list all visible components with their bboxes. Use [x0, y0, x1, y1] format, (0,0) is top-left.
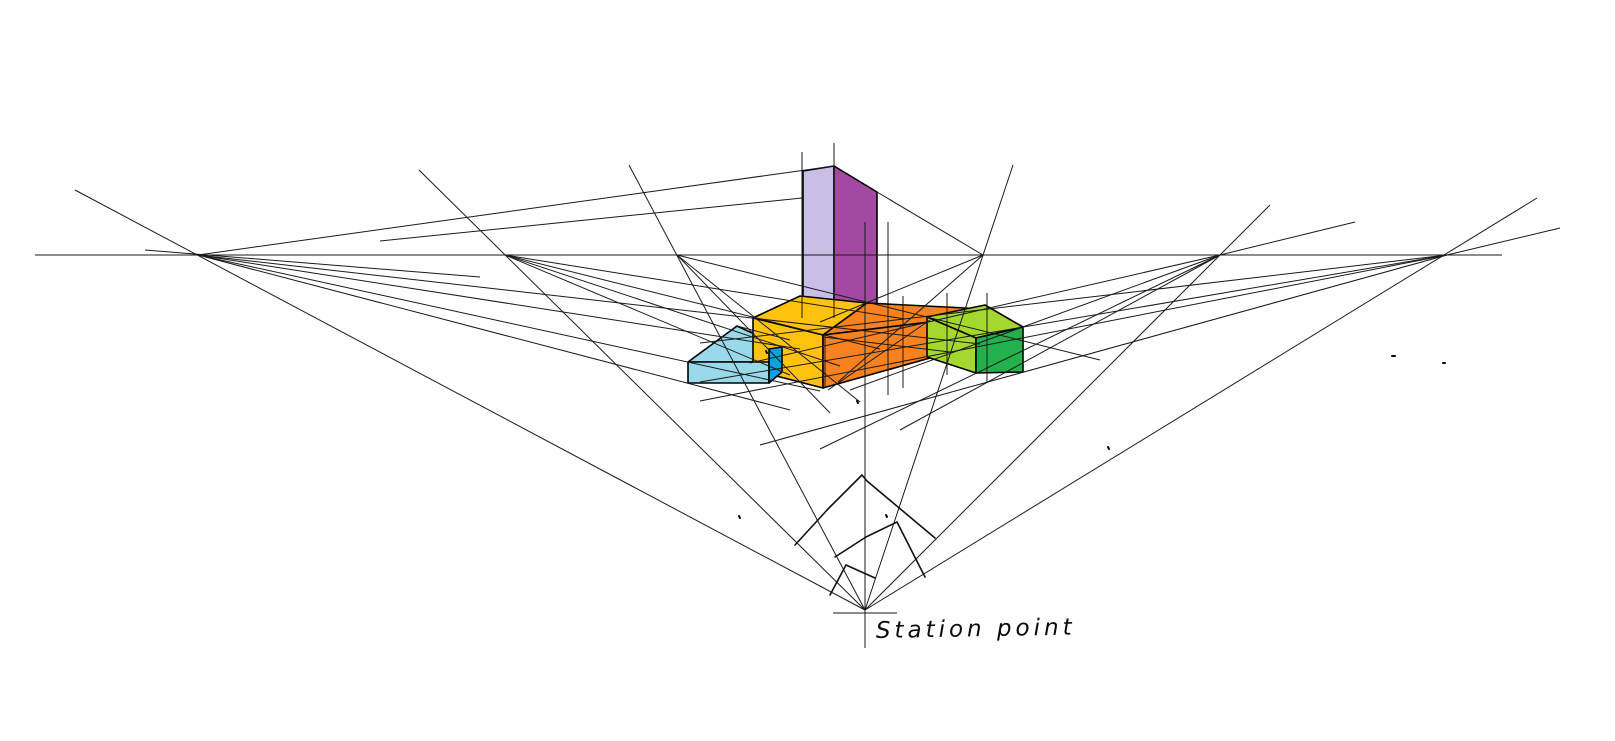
speck: [1107, 446, 1110, 450]
fan-line: [197, 254, 981, 345]
station-ray-vp3: [628, 164, 866, 611]
fan-line: [676, 254, 1101, 361]
fan-line: [699, 254, 1448, 344]
fan-line: [1446, 227, 1561, 256]
fan-line: [819, 254, 984, 323]
stray-marks: [738, 350, 1446, 519]
fan-line: [899, 254, 1221, 431]
fan-line: [144, 249, 481, 278]
fan-line: [699, 254, 1448, 383]
angle-mark-medium: [834, 521, 926, 578]
station-point-rays: [74, 164, 1538, 648]
fan-line: [197, 254, 791, 411]
diagonal-line: [827, 319, 931, 391]
diagonal-line: [736, 325, 791, 341]
station-point-label: Station point: [876, 615, 1076, 644]
speck: [738, 515, 741, 519]
fan-line: [504, 254, 906, 320]
box-diagonals: [736, 319, 951, 391]
fan-line: [1219, 221, 1356, 256]
fan-line: [876, 191, 984, 256]
fan-line: [849, 254, 1221, 391]
angle-mark-large: [794, 474, 936, 546]
fan-line: [197, 254, 801, 350]
station-ray-vp2: [418, 169, 866, 611]
fan-line: [504, 254, 881, 350]
fan-line: [676, 254, 831, 414]
fan-line: [379, 197, 803, 242]
station-ray-vp5: [864, 204, 1271, 611]
vanishing-fan-2: [504, 254, 906, 376]
fan-line: [676, 254, 861, 403]
vanishing-fan-left: [144, 165, 981, 411]
speck: [885, 514, 888, 518]
vanishing-fan-right: [699, 227, 1561, 446]
fan-line: [504, 254, 791, 376]
fan-line: [197, 165, 835, 256]
tower-left-face: [802, 165, 835, 317]
speck: [856, 400, 859, 404]
speck: [765, 350, 768, 354]
station-ray-vp4: [864, 164, 1014, 611]
station-ray-vp6: [864, 197, 1538, 611]
diagonal-line: [822, 336, 951, 353]
station-ray-vp1: [74, 189, 866, 611]
fan-line: [197, 254, 821, 392]
fan-line: [504, 254, 841, 367]
fan-line: [819, 254, 1221, 450]
vanishing-fan-3: [676, 254, 1101, 414]
fan-line: [699, 254, 1448, 402]
angle-mark-small: [829, 564, 876, 596]
vanishing-fan-5: [749, 221, 1356, 450]
angle-marks: [794, 474, 936, 596]
fan-line: [759, 254, 1448, 446]
